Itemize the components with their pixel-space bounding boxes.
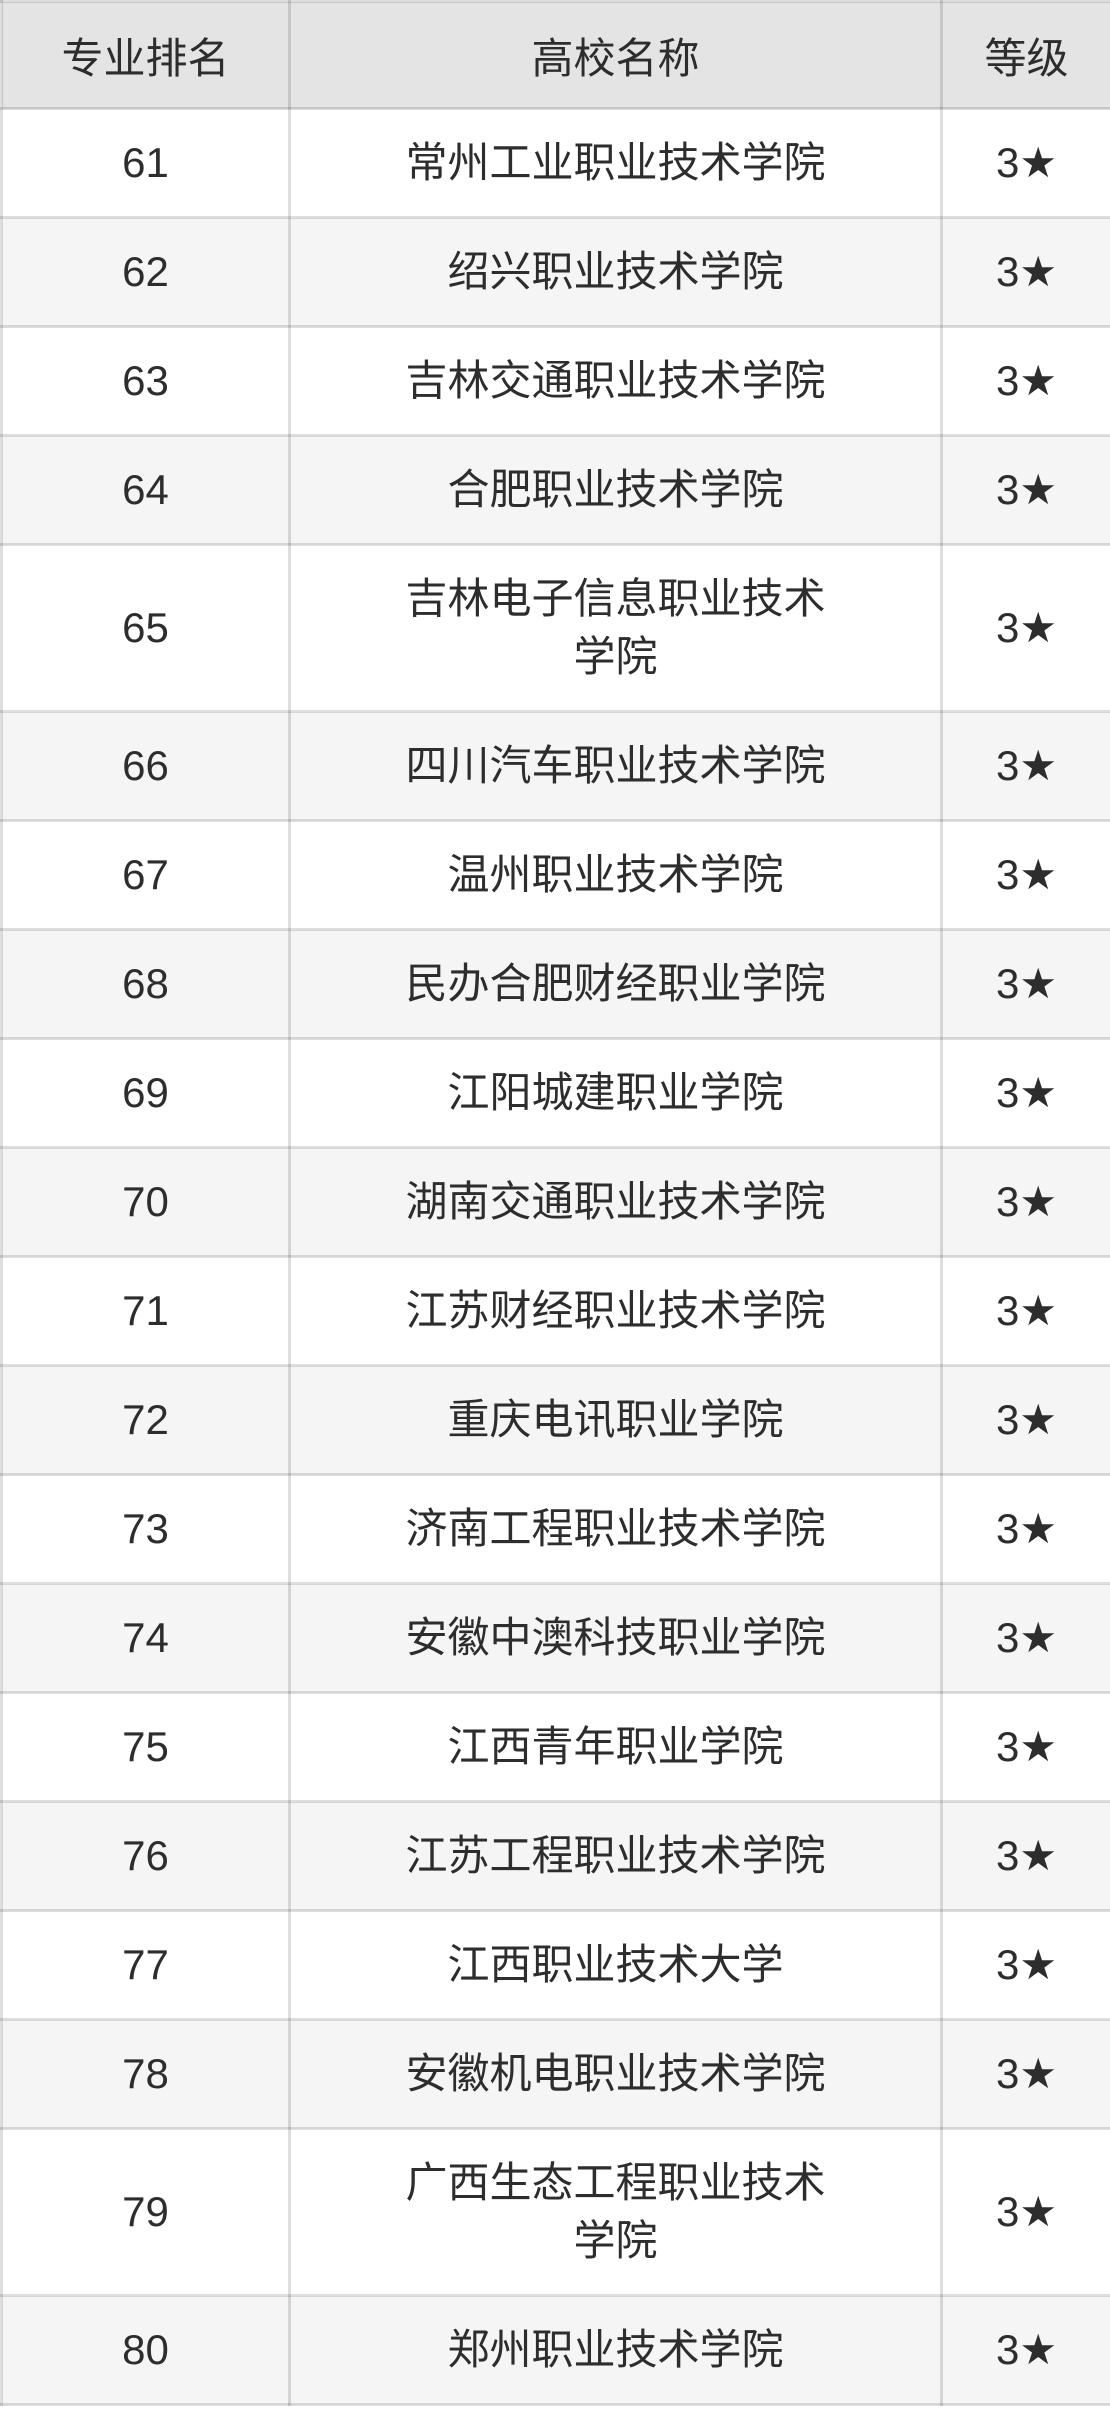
table-row: 67 温州职业技术学院 3★ [0, 819, 1110, 931]
university-name-cell: 江阳城建职业学院 [288, 1037, 943, 1149]
column-header-rank: 专业排名 [0, 0, 291, 110]
table-row: 66 四川汽车职业技术学院 3★ [0, 710, 1110, 822]
rank-cell: 63 [0, 325, 291, 437]
university-name-cell: 江西青年职业学院 [288, 1691, 943, 1803]
rank-cell: 75 [0, 1691, 291, 1803]
table-header: 专业排名 高校名称 等级 [0, 0, 1110, 110]
grade-cell: 3★ [940, 107, 1110, 219]
university-name-cell: 四川汽车职业技术学院 [288, 710, 943, 822]
rank-cell: 67 [0, 819, 291, 931]
rank-cell: 64 [0, 434, 291, 546]
university-name-cell: 民办合肥财经职业学院 [288, 928, 943, 1040]
table-row: 64 合肥职业技术学院 3★ [0, 434, 1110, 546]
column-header-grade: 等级 [940, 0, 1110, 110]
grade-cell: 3★ [940, 710, 1110, 822]
grade-cell: 3★ [940, 928, 1110, 1040]
university-name-cell: 济南工程职业技术学院 [288, 1473, 943, 1585]
rank-cell: 70 [0, 1146, 291, 1258]
rank-cell: 68 [0, 928, 291, 1040]
grade-cell: 3★ [940, 1037, 1110, 1149]
table-row: 68 民办合肥财经职业学院 3★ [0, 928, 1110, 1040]
table-row: 61 常州工业职业技术学院 3★ [0, 107, 1110, 219]
grade-cell: 3★ [940, 434, 1110, 546]
table-row: 74 安徽中澳科技职业学院 3★ [0, 1582, 1110, 1694]
rank-cell: 62 [0, 216, 291, 328]
table-row: 78 安徽机电职业技术学院 3★ [0, 2018, 1110, 2130]
university-name-cell: 吉林交通职业技术学院 [288, 325, 943, 437]
table-row: 70 湖南交通职业技术学院 3★ [0, 1146, 1110, 1258]
table-row: 77 江西职业技术大学 3★ [0, 1909, 1110, 2021]
grade-cell: 3★ [940, 2127, 1110, 2297]
grade-cell: 3★ [940, 1146, 1110, 1258]
rank-cell: 71 [0, 1255, 291, 1367]
header-row: 专业排名 高校名称 等级 [0, 0, 1110, 110]
rank-cell: 79 [0, 2127, 291, 2297]
table-row: 75 江西青年职业学院 3★ [0, 1691, 1110, 1803]
table-row: 79 广西生态工程职业技术 学院 3★ [0, 2127, 1110, 2297]
grade-cell: 3★ [940, 543, 1110, 713]
university-name-cell: 安徽机电职业技术学院 [288, 2018, 943, 2130]
column-header-university: 高校名称 [288, 0, 943, 110]
university-name-cell: 江西职业技术大学 [288, 1909, 943, 2021]
rank-cell: 65 [0, 543, 291, 713]
grade-cell: 3★ [940, 1364, 1110, 1476]
table-row: 80 郑州职业技术学院 3★ [0, 2294, 1110, 2406]
university-name-cell: 重庆电讯职业学院 [288, 1364, 943, 1476]
table-row: 65 吉林电子信息职业技术 学院 3★ [0, 543, 1110, 713]
university-name-cell: 湖南交通职业技术学院 [288, 1146, 943, 1258]
university-name-cell: 合肥职业技术学院 [288, 434, 943, 546]
table-row: 72 重庆电讯职业学院 3★ [0, 1364, 1110, 1476]
rank-cell: 72 [0, 1364, 291, 1476]
rank-cell: 78 [0, 2018, 291, 2130]
table-body: 61 常州工业职业技术学院 3★ 62 绍兴职业技术学院 3★ 63 吉林交通职… [0, 107, 1110, 2406]
grade-cell: 3★ [940, 216, 1110, 328]
grade-cell: 3★ [940, 1582, 1110, 1694]
rank-cell: 74 [0, 1582, 291, 1694]
university-name-cell: 江苏工程职业技术学院 [288, 1800, 943, 1912]
table-row: 73 济南工程职业技术学院 3★ [0, 1473, 1110, 1585]
table-row: 71 江苏财经职业技术学院 3★ [0, 1255, 1110, 1367]
university-name-cell: 吉林电子信息职业技术 学院 [288, 543, 943, 713]
rank-cell: 66 [0, 710, 291, 822]
grade-cell: 3★ [940, 1255, 1110, 1367]
table-row: 76 江苏工程职业技术学院 3★ [0, 1800, 1110, 1912]
university-name-cell: 郑州职业技术学院 [288, 2294, 943, 2406]
grade-cell: 3★ [940, 1800, 1110, 1912]
university-name-cell: 安徽中澳科技职业学院 [288, 1582, 943, 1694]
grade-cell: 3★ [940, 2294, 1110, 2406]
grade-cell: 3★ [940, 1909, 1110, 2021]
grade-cell: 3★ [940, 819, 1110, 931]
grade-cell: 3★ [940, 1691, 1110, 1803]
grade-cell: 3★ [940, 325, 1110, 437]
university-name-cell: 绍兴职业技术学院 [288, 216, 943, 328]
rank-cell: 77 [0, 1909, 291, 2021]
grade-cell: 3★ [940, 2018, 1110, 2130]
grade-cell: 3★ [940, 1473, 1110, 1585]
rank-cell: 73 [0, 1473, 291, 1585]
rank-cell: 69 [0, 1037, 291, 1149]
rank-cell: 61 [0, 107, 291, 219]
rank-cell: 80 [0, 2294, 291, 2406]
table-row: 62 绍兴职业技术学院 3★ [0, 216, 1110, 328]
rank-cell: 76 [0, 1800, 291, 1912]
table-row: 69 江阳城建职业学院 3★ [0, 1037, 1110, 1149]
university-name-cell: 常州工业职业技术学院 [288, 107, 943, 219]
university-name-cell: 江苏财经职业技术学院 [288, 1255, 943, 1367]
university-name-cell: 温州职业技术学院 [288, 819, 943, 931]
university-name-cell: 广西生态工程职业技术 学院 [288, 2127, 943, 2297]
table-row: 63 吉林交通职业技术学院 3★ [0, 325, 1110, 437]
